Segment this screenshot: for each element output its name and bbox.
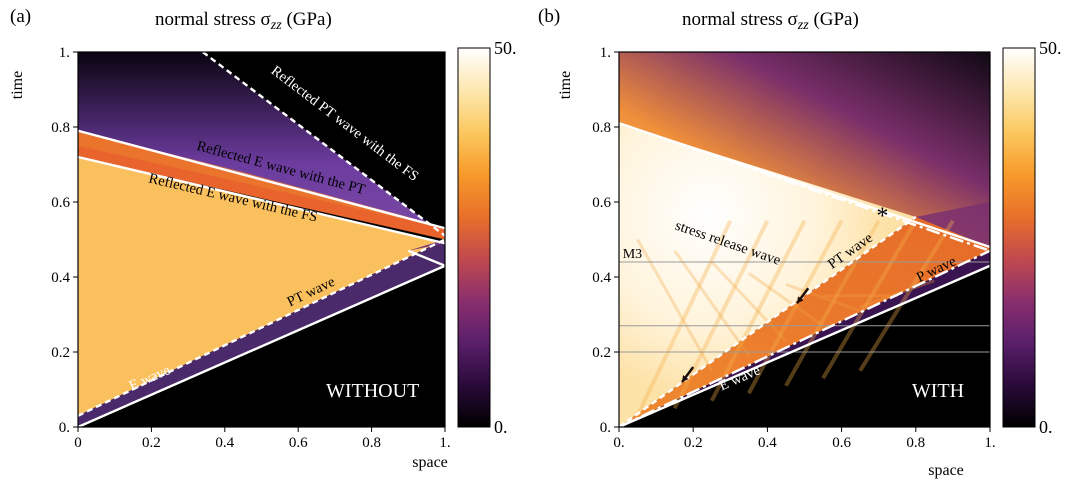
y-tick-label: 0.6 [51,195,70,211]
region-elastic-sliver [78,239,445,427]
front-line-0 [77,264,446,429]
front-line-3 [77,129,446,230]
x-tick-label: 1. [439,435,450,451]
y-tick-label: 0. [600,420,611,436]
plot-frame [618,51,991,428]
region-transformed-phase [619,217,990,427]
panel-a-axes: 0 0.2 0.4 0.6 0.8 1. 0. 0.2 0.4 0.6 0.8 1. [51,45,450,451]
y-tick-label: 1. [59,45,70,61]
x-tick-label: 0.4 [758,435,777,451]
y-tick-label: 0.4 [592,270,611,286]
front-line-4 [618,122,991,249]
y-tick-label: 0.4 [51,270,70,286]
star-marker: * [876,203,888,229]
colorbar [457,47,491,428]
panel-b-title: normal stress σzz (GPa) [682,9,859,33]
panel-b-axes: 0. 0.2 0.4 0.6 0.8 1. 0. 0.2 0.4 0.6 0.8 1. [592,45,995,451]
x-tick-label: 0.2 [142,435,161,451]
plot-frame [77,51,446,428]
stripe [709,219,807,402]
stripe [747,272,824,327]
x-tick-label: 0.2 [684,435,703,451]
front-line-2 [77,155,446,245]
y-tick-label: 0.6 [592,195,611,211]
x-tick-label: 0. [613,435,624,451]
panel-b-colorbar: 50. 0. [1002,38,1062,437]
stripe [785,283,861,313]
panel-b-marker-lines: M3 M2 M1 [619,247,990,353]
y-tick-label: 1. [600,45,611,61]
stripe [635,219,733,417]
y-tick-label: 0.8 [592,120,611,136]
colorbar-min-label: 0. [494,417,508,437]
arrow-head [797,296,804,304]
stripe [673,249,751,357]
panel-b-ylabel: time [557,71,574,99]
stripe [710,260,788,342]
panel-b-label: (b) [538,6,560,27]
y-tick-label: 0. [59,420,70,436]
front-line-3 [618,122,991,252]
panel-b: (b) normal stress σzz (GPa) time space M… [538,6,1062,479]
corner-label-with: WITH [912,380,964,402]
colorbar-max-label: 50. [1039,38,1062,58]
x-tick-label: 0.8 [362,435,381,451]
front-line-1 [77,238,446,417]
x-tick-label: 0.6 [289,435,308,451]
x-tick-label: 0.8 [906,435,925,451]
y-tick-label: 0.8 [51,120,70,136]
x-tick-label: 1. [984,435,995,451]
panel-a: (a) normal stress σzz (GPa) time space E… [9,6,517,471]
colorbar [1002,47,1036,428]
corner-label-without: WITHOUT [326,380,419,402]
x-tick-label: 0.4 [215,435,234,451]
panel-a-ylabel: time [9,71,26,99]
region-right-wedge [915,202,990,247]
x-tick-label: 0.6 [832,435,851,451]
panel-a-wave-fronts [77,51,446,429]
panel-a-heatmap [78,52,445,427]
front-line-2 [618,216,917,428]
panel-a-xlabel: space [412,454,448,471]
marker-label: M3 [623,247,642,262]
front-line-4 [202,51,446,237]
y-tick-label: 0.2 [592,345,611,361]
panel-a-colorbar: 50. 0. [457,38,517,437]
stripe [636,238,714,372]
front-line-0 [618,264,991,429]
panel-b-xlabel: space [928,462,964,479]
colorbar-min-label: 0. [1039,417,1053,437]
panel-a-title: normal stress σzz (GPa) [155,9,332,33]
marker-label: M1 [967,337,986,352]
x-tick-label: 0 [74,435,82,451]
colorbar-max-label: 50. [494,38,517,58]
region-upper-purple [78,52,445,236]
arrow-head [682,375,689,382]
panel-b-heatmap [619,52,990,427]
panel-b-wave-fronts [618,122,991,429]
panel-a-label: (a) [10,6,31,27]
front-line-1 [618,249,991,429]
y-tick-label: 0.2 [51,345,70,361]
stripe [858,219,955,372]
front-connector [407,249,446,267]
region-upper-decay [619,52,990,247]
stripe [784,219,881,387]
marker-label: M2 [967,311,986,326]
stripe [672,219,770,410]
